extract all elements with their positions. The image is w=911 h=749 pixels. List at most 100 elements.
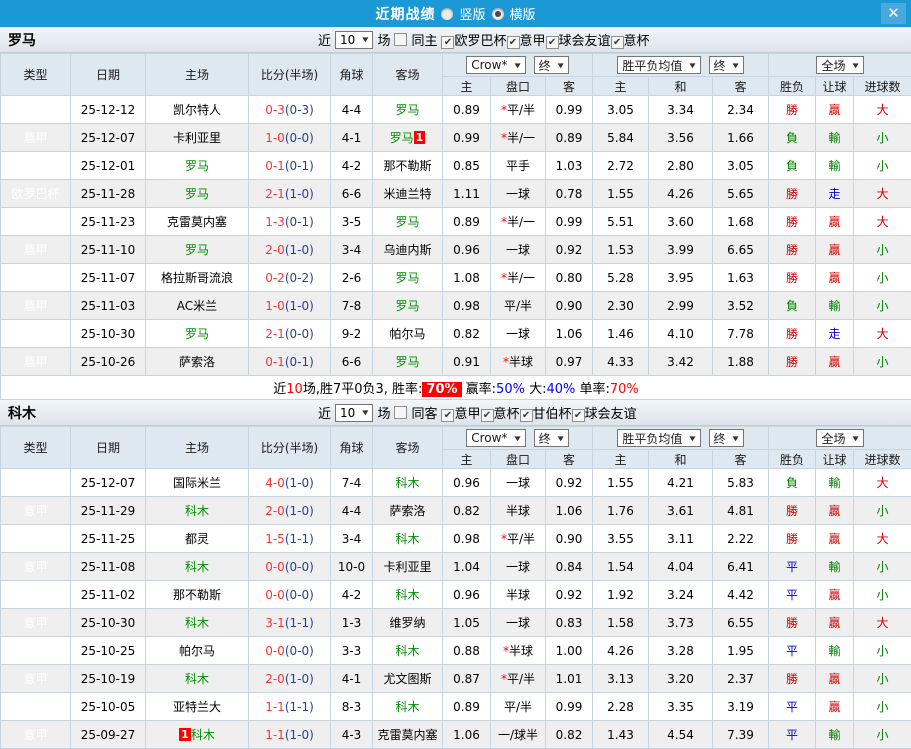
avg-select[interactable]: 胜平负均值 ▼	[617, 56, 701, 74]
avg-time-select[interactable]: 终 ▼	[708, 56, 744, 74]
chevron-down-icon: ▼	[732, 61, 739, 69]
col-odds-away: 客	[545, 449, 593, 469]
bookmaker-select[interactable]: Crow* ▼	[466, 56, 526, 74]
away-team-name: 克雷莫内塞	[377, 728, 438, 742]
home-team-cell: 科木	[145, 552, 249, 581]
avg-time-select[interactable]: 终 ▼	[708, 429, 744, 447]
match-count-select[interactable]: 10 ▼	[335, 403, 374, 422]
same-away-checkbox[interactable]	[394, 406, 408, 419]
handicap-cell: 平手	[490, 151, 546, 180]
away-team-name: 罗马	[395, 215, 420, 229]
league-checkbox[interactable]: ✔	[610, 36, 624, 49]
col-result: 胜负	[768, 76, 817, 96]
league-checkbox[interactable]: ✔	[519, 409, 533, 422]
corner-cell: 7-4	[330, 468, 373, 497]
fulltime-score: 3-1	[265, 615, 285, 630]
result-cell-text: 負	[786, 476, 799, 490]
league-type-cell: 意甲	[0, 692, 71, 721]
halftime-score: (0-0)	[284, 587, 314, 602]
avg-home-cell: 4.33	[592, 347, 649, 376]
same-home-checkbox[interactable]	[394, 33, 408, 46]
away-team-cell: 科木	[372, 692, 443, 721]
avg-select[interactable]: 胜平负均值 ▼	[617, 429, 701, 447]
result-cell: 平	[768, 580, 817, 609]
home-team-cell: 格拉斯哥流浪	[145, 263, 249, 292]
fulltime-score: 1-1	[265, 727, 285, 742]
avg-group-header: 胜平负均值 ▼ 终 ▼	[591, 53, 770, 77]
goals-result-cell: 小	[853, 263, 911, 292]
changed-odds-star: *	[500, 103, 507, 117]
match-count-value: 10	[340, 405, 356, 420]
chevron-down-icon: ▼	[689, 61, 696, 69]
vertical-layout-radio[interactable]	[441, 7, 454, 20]
match-count-value: 10	[340, 32, 356, 47]
score-cell: 2-1(0-0)	[248, 319, 331, 348]
corner-cell: 7-8	[330, 291, 373, 320]
away-team-name: 萨索洛	[389, 504, 426, 518]
league-checkbox[interactable]: ✔	[441, 36, 455, 49]
result-cell-text: 勝	[786, 187, 799, 201]
let-ball-result-cell-text: 贏	[828, 588, 841, 602]
odds-time-select[interactable]: 终 ▼	[533, 56, 569, 74]
let-ball-result-cell-text: 輸	[828, 476, 841, 490]
league-checkbox[interactable]: ✔	[480, 409, 494, 422]
handicap-text: 半球	[508, 355, 533, 369]
bookmaker-select[interactable]: Crow* ▼	[466, 429, 526, 447]
score-cell: 1-5(1-1)	[248, 524, 331, 553]
fulltime-score: 1-1	[265, 699, 285, 714]
match-count-select[interactable]: 10 ▼	[335, 30, 374, 49]
close-icon[interactable]: ✕	[881, 3, 906, 24]
let-ball-result-cell: 贏	[815, 580, 855, 609]
corner-cell: 10-0	[330, 552, 373, 581]
avg-away-cell: 2.22	[711, 524, 770, 553]
result-cell: 勝	[768, 608, 817, 637]
scope-select[interactable]: 全场 ▼	[816, 429, 864, 447]
scope-select[interactable]: 全场 ▼	[816, 56, 864, 74]
league-checkbox[interactable]: ✔	[506, 36, 520, 49]
result-cell: 勝	[768, 179, 817, 208]
date-cell: 25-10-30	[70, 608, 146, 637]
date-cell: 25-12-07	[70, 123, 146, 152]
league-checkbox[interactable]: ✔	[441, 409, 455, 422]
summary-part: 70%	[422, 382, 462, 397]
odds-time-select[interactable]: 终 ▼	[533, 429, 569, 447]
avg-home-cell: 2.28	[592, 692, 649, 721]
score-cell: 1-0(1-0)	[248, 291, 331, 320]
away-team-name: 米迪兰特	[383, 187, 432, 201]
league-checkbox[interactable]: ✔	[545, 36, 559, 49]
league-type-cell: 意甲	[0, 580, 71, 609]
result-cell-text: 勝	[786, 672, 799, 686]
avg-away-cell: 6.65	[711, 235, 770, 264]
avg-home-cell: 5.28	[592, 263, 649, 292]
result-cell: 平	[768, 720, 817, 749]
team-section-como: 科木 近 10 ▼ 场 同客 ✔ 意甲 ✔ 意杯 ✔ 甘伯杯 ✔ 球会友谊	[0, 400, 911, 749]
corner-cell: 3-4	[330, 235, 373, 264]
fulltime-score: 0-0	[265, 643, 285, 658]
col-score: 比分(半场)	[248, 426, 331, 469]
fulltime-score: 2-0	[265, 242, 285, 257]
goals-result-cell: 小	[853, 552, 911, 581]
home-odds-cell: 0.82	[442, 319, 491, 348]
away-team-cell: 乌迪内斯	[372, 235, 443, 264]
chevron-down-icon: ▼	[852, 61, 859, 69]
home-team-cell: 罗马	[145, 319, 249, 348]
home-odds-cell: 0.88	[442, 636, 491, 665]
horizontal-layout-label[interactable]: 横版	[509, 8, 536, 23]
score-cell: 0-2(0-2)	[248, 263, 331, 292]
table-row: 意甲 25-12-01 罗马 0-1(0-1) 4-2 那不勒斯 0.85 平手 1.03 2.7…	[0, 151, 911, 180]
goals-result-cell: 小	[853, 580, 911, 609]
handicap-cell: 半球	[490, 580, 546, 609]
col-home: 主场	[145, 53, 249, 96]
league-checkbox-label: 球会友谊	[558, 34, 611, 49]
horizontal-layout-radio[interactable]	[491, 7, 504, 20]
col-goals: 进球数	[853, 449, 911, 469]
corner-cell: 4-4	[330, 95, 373, 124]
vertical-layout-label[interactable]: 竖版	[459, 8, 486, 23]
avg-draw-cell: 3.24	[648, 580, 713, 609]
date-cell: 25-12-07	[70, 468, 146, 497]
result-cell: 勝	[768, 664, 817, 693]
league-checkbox[interactable]: ✔	[571, 409, 585, 422]
handicap-cell: *平/半	[490, 664, 546, 693]
away-team-cell: 科木	[372, 580, 443, 609]
date-cell: 25-11-08	[70, 552, 146, 581]
